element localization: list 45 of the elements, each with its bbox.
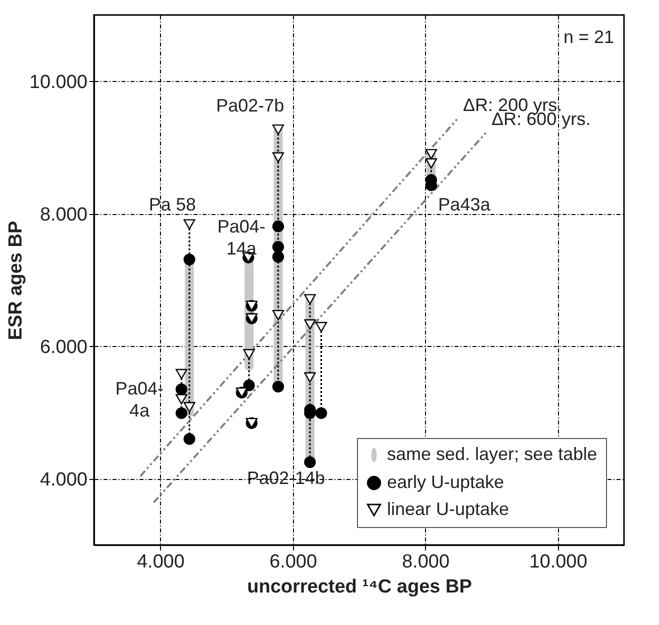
- y-tick-label: 4.000: [40, 469, 88, 490]
- point: [243, 349, 255, 360]
- point: [176, 394, 188, 404]
- point: [272, 220, 284, 232]
- point: [176, 407, 188, 419]
- point: [304, 372, 316, 383]
- annotation: Pa04- 4a: [115, 378, 164, 420]
- point: [176, 383, 188, 396]
- point: [184, 433, 196, 445]
- point: [304, 294, 316, 304]
- point: [272, 310, 284, 320]
- annotation: Pa43a: [438, 194, 492, 214]
- annotation: n = 21: [563, 27, 614, 47]
- annotation: Pa 58: [148, 194, 196, 214]
- legend-label: same sed. layer; see table: [387, 444, 598, 464]
- point: [184, 402, 196, 412]
- x-tick-label: 10.000: [529, 552, 588, 572]
- point: [243, 380, 255, 392]
- legend-label: linear U-uptake: [387, 499, 510, 519]
- point: [272, 152, 284, 163]
- x-tick-label: 4.000: [136, 552, 185, 572]
- x-axis-title: uncorrected ¹⁴C ages BP: [247, 576, 472, 598]
- y-axis-title: ESR ages BP: [5, 220, 26, 340]
- point: [272, 380, 284, 392]
- point: [184, 254, 196, 266]
- x-tick-label: 8.000: [402, 552, 450, 572]
- x-tick-label: 6.000: [269, 552, 318, 572]
- y-tick-label: 10.000: [29, 72, 88, 93]
- annotation: Pa02-14b: [246, 468, 326, 488]
- point: [176, 368, 188, 380]
- y-tick-label: 8.000: [40, 204, 88, 226]
- point: [272, 241, 284, 253]
- point: [304, 319, 316, 330]
- point: [315, 322, 328, 332]
- legend-label: early U-uptake: [387, 472, 504, 492]
- point: [425, 148, 438, 160]
- point: [272, 124, 284, 135]
- point: [425, 158, 438, 169]
- point: [272, 250, 284, 263]
- y-tick-label: 6.000: [40, 336, 88, 358]
- point: [184, 219, 196, 230]
- annotation: Pa04- 14a: [217, 216, 266, 258]
- annotation: Pa02-7b: [216, 96, 284, 116]
- point: [304, 456, 316, 468]
- point: [315, 407, 328, 419]
